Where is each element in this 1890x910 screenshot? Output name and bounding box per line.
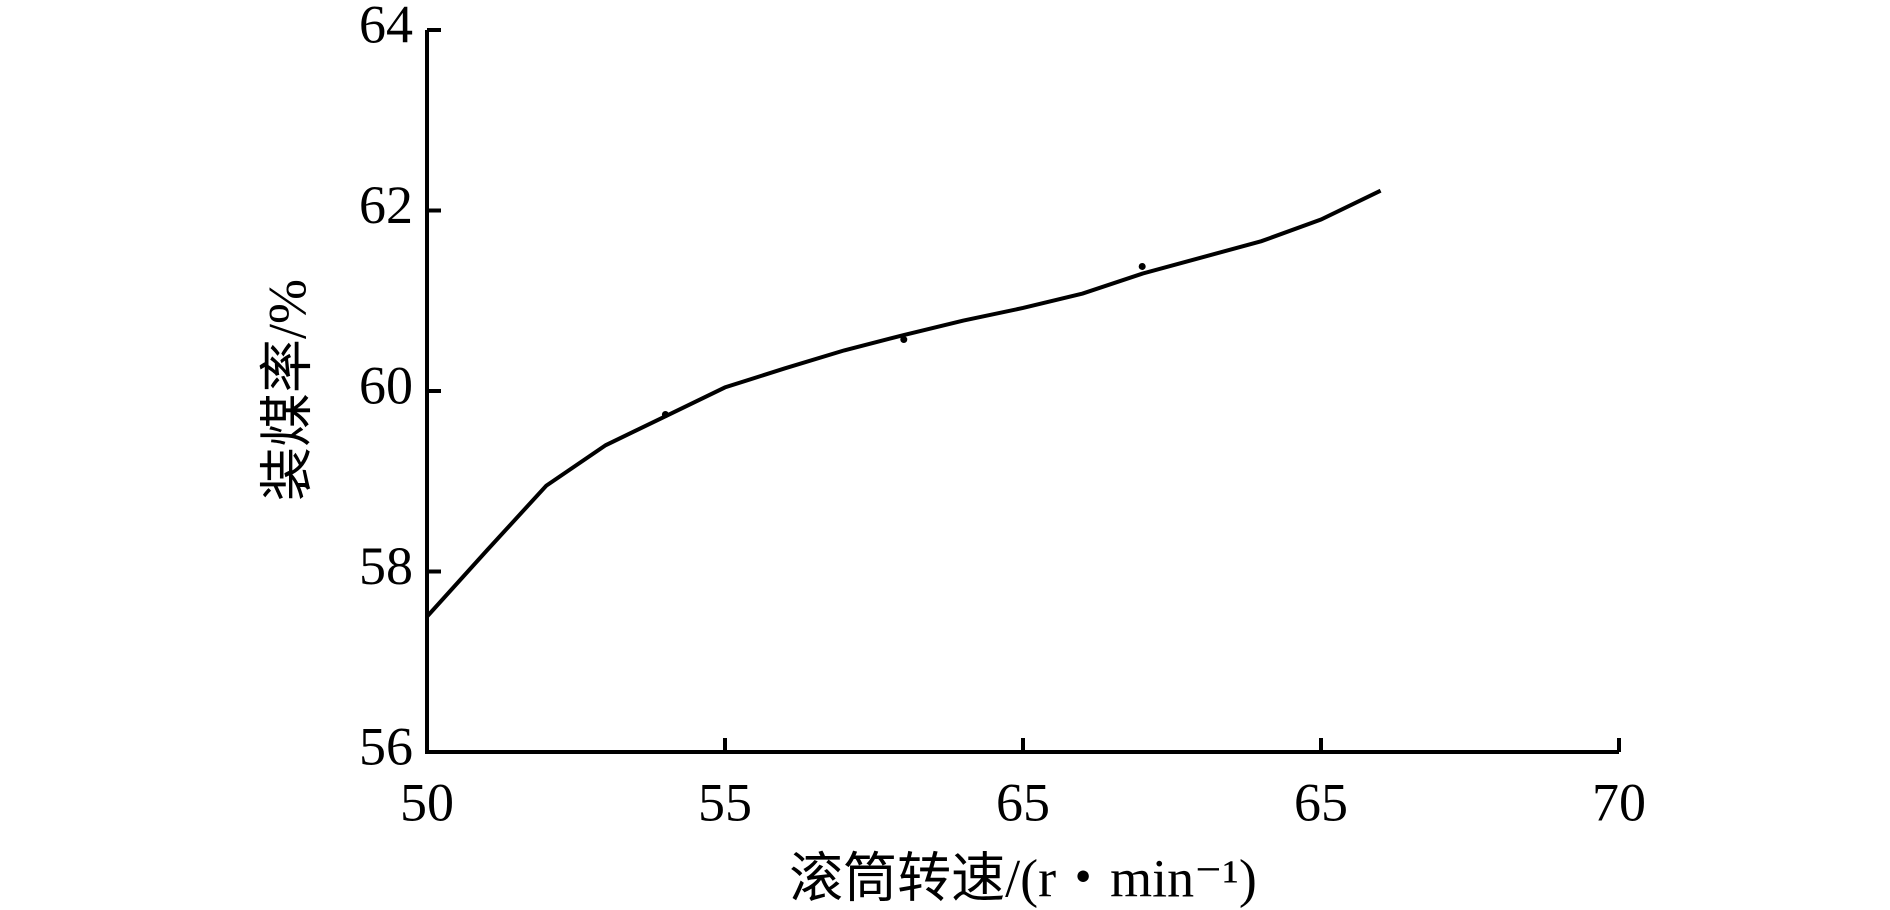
y-tick-label: 56 — [359, 716, 413, 776]
x-axis-label: 滚筒转速/(r・min⁻¹) — [789, 848, 1257, 908]
y-axis-label: 装煤率/% — [257, 279, 317, 501]
x-tick-label: 70 — [1592, 772, 1646, 832]
x-tick-label: 65 — [996, 772, 1050, 832]
y-tick-label: 62 — [359, 175, 413, 235]
fit-curve — [425, 188, 1382, 618]
x-tick-label: 50 — [400, 772, 454, 832]
data-point — [1138, 262, 1146, 270]
data-point — [661, 410, 669, 418]
y-tick-label: 58 — [359, 536, 413, 596]
y-tick-label: 60 — [359, 355, 413, 415]
x-tick-label: 55 — [698, 772, 752, 832]
y-tick-label: 64 — [359, 0, 413, 54]
data-point — [900, 336, 908, 344]
x-tick-label: 65 — [1294, 772, 1348, 832]
